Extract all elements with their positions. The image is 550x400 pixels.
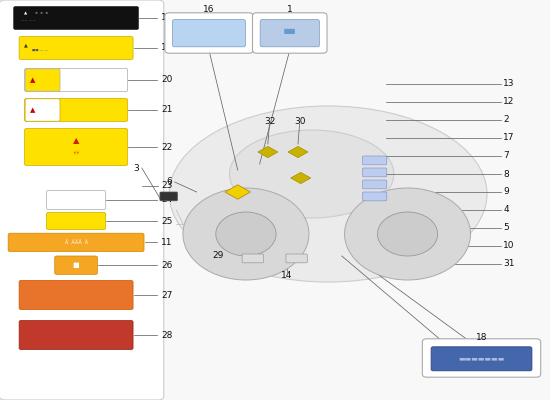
Text: ▲: ▲ — [30, 107, 35, 113]
FancyBboxPatch shape — [14, 6, 139, 30]
Text: 7: 7 — [503, 152, 509, 160]
FancyBboxPatch shape — [19, 280, 133, 310]
Text: 22: 22 — [161, 142, 172, 152]
Text: 8: 8 — [503, 170, 509, 178]
Text: 21: 21 — [161, 106, 172, 114]
Ellipse shape — [377, 212, 438, 256]
FancyBboxPatch shape — [55, 256, 97, 274]
Text: 15: 15 — [161, 14, 173, 22]
Text: ▬: ▬ — [283, 24, 296, 38]
Text: 26: 26 — [161, 261, 172, 270]
Text: ⚡⚡: ⚡⚡ — [72, 150, 80, 156]
FancyBboxPatch shape — [25, 68, 128, 92]
Text: passion4driving: passion4driving — [254, 238, 408, 258]
Text: 27: 27 — [161, 290, 172, 300]
Text: 25: 25 — [161, 216, 172, 226]
Polygon shape — [258, 146, 278, 158]
FancyBboxPatch shape — [252, 13, 327, 53]
Text: ▲: ▲ — [30, 77, 35, 83]
FancyBboxPatch shape — [165, 13, 253, 53]
Text: ▬▬▬▬▬▬▬: ▬▬▬▬▬▬▬ — [458, 355, 505, 361]
Text: 19: 19 — [161, 44, 173, 52]
Polygon shape — [21, 282, 81, 308]
FancyBboxPatch shape — [8, 233, 144, 252]
Text: euparts: euparts — [234, 170, 427, 214]
FancyBboxPatch shape — [25, 98, 128, 122]
Text: — —  — —: — — — — — [21, 18, 36, 22]
FancyBboxPatch shape — [242, 254, 263, 263]
Text: 30: 30 — [294, 118, 305, 126]
Text: 1: 1 — [287, 6, 293, 14]
Text: 16: 16 — [203, 6, 214, 14]
Text: 11: 11 — [161, 238, 173, 247]
Ellipse shape — [229, 130, 394, 218]
Text: 32: 32 — [264, 118, 275, 126]
Text: 20: 20 — [161, 76, 172, 84]
FancyBboxPatch shape — [173, 20, 245, 47]
FancyBboxPatch shape — [19, 320, 133, 350]
Text: 12: 12 — [503, 98, 515, 106]
FancyBboxPatch shape — [431, 347, 532, 371]
FancyBboxPatch shape — [362, 168, 387, 177]
Text: ▲: ▲ — [24, 42, 28, 47]
Ellipse shape — [216, 212, 276, 256]
Text: 4: 4 — [503, 206, 509, 214]
Text: ■■ — —: ■■ — — — [32, 48, 48, 52]
Text: 6: 6 — [166, 178, 172, 186]
FancyBboxPatch shape — [362, 192, 387, 201]
FancyBboxPatch shape — [19, 36, 133, 60]
Text: 2: 2 — [503, 116, 509, 124]
Text: ▲: ▲ — [73, 136, 79, 146]
FancyBboxPatch shape — [25, 69, 60, 91]
Text: 5: 5 — [503, 224, 509, 232]
Text: 14: 14 — [282, 272, 293, 280]
Text: 10: 10 — [503, 242, 515, 250]
FancyBboxPatch shape — [286, 254, 307, 263]
Text: 28: 28 — [161, 330, 172, 340]
Text: ▲: ▲ — [24, 11, 27, 15]
Text: 17: 17 — [503, 134, 515, 142]
Text: 3: 3 — [133, 164, 139, 172]
Ellipse shape — [183, 188, 309, 280]
Text: 31: 31 — [503, 260, 515, 268]
FancyBboxPatch shape — [422, 339, 541, 377]
Text: 9: 9 — [503, 188, 509, 196]
FancyBboxPatch shape — [0, 0, 164, 400]
Text: 24: 24 — [161, 196, 172, 204]
Text: 13: 13 — [503, 80, 515, 88]
FancyBboxPatch shape — [260, 20, 320, 47]
Text: Ă  ĂĂĂ  Ă: Ă ĂĂĂ Ă — [64, 240, 87, 245]
FancyBboxPatch shape — [25, 99, 60, 121]
FancyBboxPatch shape — [362, 156, 387, 165]
Polygon shape — [288, 146, 308, 158]
FancyBboxPatch shape — [160, 192, 178, 201]
Polygon shape — [291, 172, 311, 184]
Text: ■: ■ — [73, 262, 79, 268]
Ellipse shape — [169, 106, 487, 282]
FancyBboxPatch shape — [47, 212, 106, 230]
Polygon shape — [225, 185, 251, 199]
FancyBboxPatch shape — [25, 128, 128, 166]
Text: ✕  ✕  ✕: ✕ ✕ ✕ — [35, 11, 48, 15]
Text: 18: 18 — [476, 333, 487, 342]
Text: 23: 23 — [161, 182, 172, 190]
Ellipse shape — [344, 188, 471, 280]
Text: 29: 29 — [213, 252, 224, 260]
FancyBboxPatch shape — [362, 180, 387, 189]
FancyBboxPatch shape — [47, 190, 106, 210]
